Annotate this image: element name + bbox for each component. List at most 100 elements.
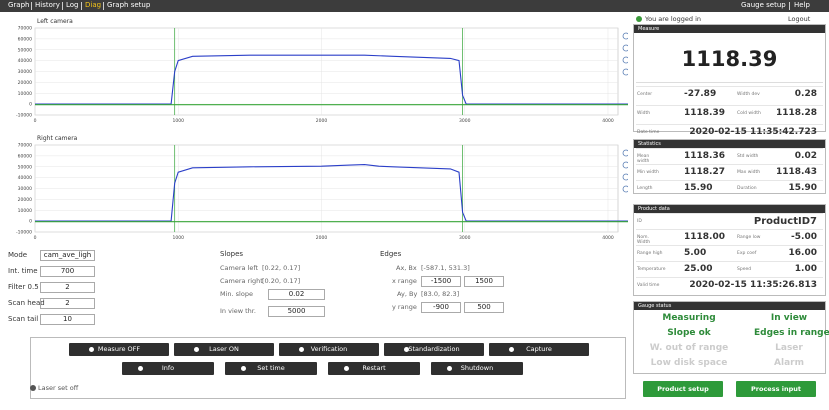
section-title: Edges	[380, 250, 402, 258]
text-input[interactable]: -1500	[421, 276, 461, 287]
row-separator	[636, 180, 823, 181]
text-input[interactable]: 2	[40, 298, 95, 309]
field-label: Speed	[737, 267, 752, 272]
nav-separator	[789, 2, 790, 10]
y-tick-label: 60000	[18, 36, 32, 42]
field-label: Int. time	[8, 267, 38, 275]
gauge-status: Laser	[775, 343, 803, 353]
text-input[interactable]: 0.02	[268, 289, 325, 300]
nav-item[interactable]: Graph	[8, 1, 30, 9]
field-value: 1.00	[794, 264, 817, 274]
field-value: 2020-02-15 11:35:26.813	[689, 280, 817, 290]
y-tick-label: 30000	[18, 69, 32, 75]
action-button[interactable]: Capture	[489, 343, 589, 356]
text-input[interactable]: 10	[40, 314, 95, 325]
field-value: -27.89	[684, 89, 717, 99]
text-input[interactable]: 700	[40, 266, 95, 277]
panel-box: Measure 1118.39 Center -27.89 Width dev 0.28 W…	[633, 24, 826, 137]
button-icon	[447, 366, 452, 371]
field-value: ProductID7	[753, 216, 817, 227]
panel-header: Statistics	[634, 140, 825, 148]
chart-tool-icon	[622, 149, 628, 157]
chart-title: Right camera	[37, 135, 78, 142]
chart-tool-icon	[622, 185, 628, 193]
field-value: 1118.39	[684, 108, 725, 118]
slope-value: [0.22, 0.17]	[262, 264, 301, 272]
action-button[interactable]: Set time	[225, 362, 317, 375]
button-icon	[241, 366, 246, 371]
action-button[interactable]: Laser ON	[174, 343, 274, 356]
line-chart: Left camera70000600005000040000300002000…	[16, 18, 628, 124]
field-value: 1118.43	[776, 167, 817, 177]
action-button[interactable]: Measure OFF	[69, 343, 169, 356]
button-icon	[194, 347, 199, 352]
gauge-status: Edges in range	[754, 328, 829, 338]
field-label: Mode	[8, 251, 28, 259]
button-icon	[509, 347, 514, 352]
nav-item[interactable]: Graph setup	[107, 1, 151, 9]
y-tick-label: 20000	[18, 197, 32, 203]
nav-item[interactable]: History	[35, 1, 60, 9]
row-separator	[636, 105, 823, 106]
action-button[interactable]: Verification	[279, 343, 379, 356]
row-separator	[636, 245, 823, 246]
chart-title: Left camera	[37, 18, 73, 25]
line-chart: Right camera7000060000500004000030000200…	[16, 135, 628, 241]
x-tick-label: 1000	[173, 235, 185, 241]
field-value: 15.90	[788, 183, 817, 193]
nav-item[interactable]: Log	[66, 1, 79, 9]
x-tick-label: 3000	[459, 235, 471, 241]
gauge-status: Slope ok	[667, 328, 711, 338]
action-button[interactable]: Process input	[736, 381, 816, 397]
x-tick-label: 2000	[316, 235, 328, 241]
action-button[interactable]: Shutdown	[431, 362, 523, 375]
y-tick-label: -10000	[16, 230, 32, 236]
nav-item[interactable]: Help	[794, 1, 810, 9]
chart-tool-icon	[622, 56, 628, 64]
field-label: Range low	[737, 235, 761, 240]
field-label: Width dev	[737, 92, 760, 97]
action-button[interactable]: Standardization	[384, 343, 484, 356]
nav-item[interactable]: Gauge setup	[741, 1, 786, 9]
text-input[interactable]: -900	[421, 302, 461, 313]
field-label: Std width	[737, 154, 759, 159]
nav-item[interactable]: Diag	[85, 1, 102, 9]
row-separator	[636, 82, 823, 83]
x-tick-label: 4000	[602, 235, 614, 241]
text-input[interactable]: 2	[40, 282, 95, 293]
panel-header: Product data	[634, 205, 825, 213]
y-tick-label: 40000	[18, 175, 32, 181]
text-input[interactable]: 1500	[464, 276, 504, 287]
logout-link[interactable]: Logout	[788, 15, 811, 23]
panel-header: Gauge status	[634, 302, 825, 310]
y-tick-label: 0	[29, 219, 32, 225]
text-input[interactable]: 500	[464, 302, 504, 313]
login-text: You are logged in	[645, 15, 701, 23]
field-value: 16.00	[788, 248, 817, 258]
action-button[interactable]: Info	[122, 362, 214, 375]
text-input[interactable]: cam_ave_ligh	[40, 250, 95, 261]
field-value: -5.00	[791, 232, 817, 242]
x-tick-label: 0	[34, 235, 37, 241]
row-separator	[636, 164, 823, 165]
gauge-status: In view	[770, 313, 808, 323]
field-value: 1118.00	[684, 232, 725, 242]
chart-tool-icon	[622, 161, 628, 169]
x-tick-label: 3000	[459, 118, 471, 124]
x-tick-label: 4000	[602, 118, 614, 124]
text-input[interactable]: 5000	[268, 306, 325, 317]
button-icon	[299, 347, 304, 352]
field-label: Max width	[737, 170, 761, 175]
field-value: 2020-02-15 11:35:42.723	[689, 127, 817, 137]
y-tick-label: 10000	[18, 91, 32, 97]
field-value: 1118.27	[684, 167, 725, 177]
chart-tool-icon	[622, 173, 628, 181]
y-tick-label: 50000	[18, 164, 32, 170]
x-tick-label: 0	[34, 118, 37, 124]
gauge-status: Measuring	[662, 313, 716, 323]
action-button[interactable]: Product setup	[643, 381, 723, 397]
slope-label: In view thr.	[220, 307, 256, 315]
field-label: Range high	[637, 251, 663, 256]
action-button[interactable]: Restart	[328, 362, 420, 375]
field-label: Duration	[737, 186, 757, 191]
